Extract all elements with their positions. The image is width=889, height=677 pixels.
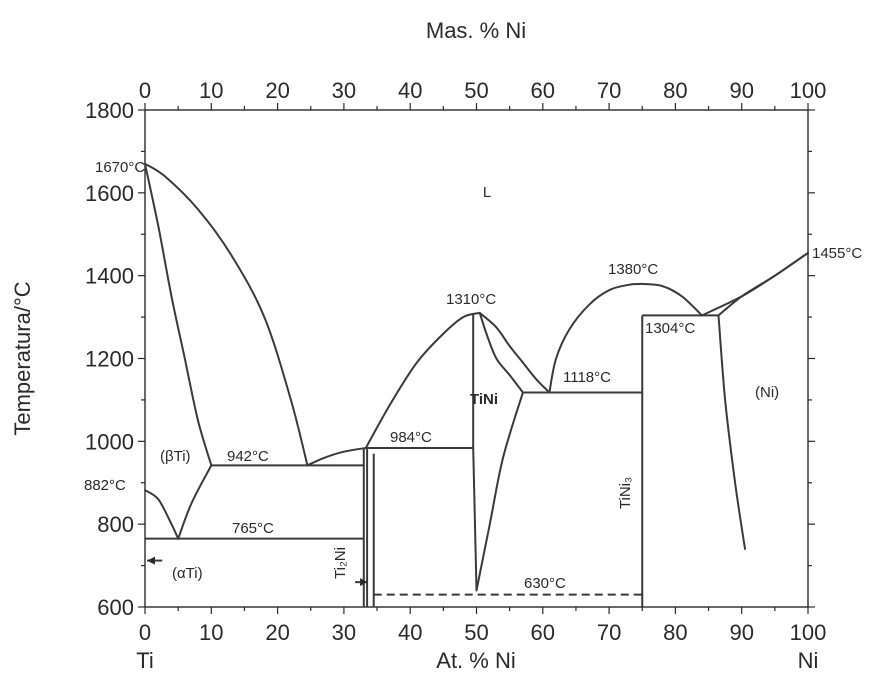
curve-solidus-beta-ti	[144, 162, 213, 467]
x-tick-label-bottom: 20	[265, 620, 289, 645]
label-t942: 942°C	[227, 448, 269, 465]
x-axis-title-bottom: At. % Ni	[436, 648, 515, 673]
x-tick-label-top: 10	[199, 78, 223, 103]
y-axis-title: Temperatura/°C	[10, 281, 35, 435]
curve-liquidus-tini3-left	[548, 282, 644, 394]
y-tick-label: 1400	[85, 264, 134, 289]
element-label-ti: Ti	[136, 648, 154, 673]
x-tick-label-top: 50	[464, 78, 488, 103]
x-tick-label-top: 20	[265, 78, 289, 103]
label-liquid: L	[483, 184, 491, 201]
x-tick-label-bottom: 80	[663, 620, 687, 645]
label-ni-phase: (Ni)	[755, 384, 779, 401]
curve-liquidus-tini-right	[478, 311, 551, 394]
x-axis-title-top: Mas. % Ni	[426, 18, 526, 43]
label-t1118: 1118°C	[563, 369, 611, 386]
x-tick-label-bottom: 0	[139, 620, 151, 645]
y-tick-label: 1600	[85, 181, 134, 206]
curve-liquidus-ti2ni	[306, 447, 367, 467]
phase-curves	[144, 162, 809, 607]
axes: 0 0 10 10 20 20 30 30 40 40 50 50 60 60 70 70 80 80 90 90 10…	[10, 18, 826, 673]
curve-beta-transus	[144, 489, 180, 540]
label-ti2ni: Ti₂Ni	[332, 547, 349, 579]
label-t1670: 1670°C	[95, 159, 145, 176]
curve-solidus-tini-right	[478, 311, 524, 394]
curve-solidus-ni	[717, 251, 809, 317]
y-tick-label: 1000	[85, 429, 134, 454]
alpha-ti-arrow-head	[147, 556, 155, 565]
curve-tini-solvus-right	[475, 391, 524, 592]
x-tick-label-bottom: 90	[729, 620, 753, 645]
label-t1304: 1304°C	[645, 320, 695, 337]
element-label-ni: Ni	[798, 648, 819, 673]
label-t1310: 1310°C	[446, 291, 496, 308]
curve-beta-solvus	[177, 464, 213, 540]
label-alpha-ti: (αTi)	[172, 565, 203, 582]
label-tini3: TiNi₃	[617, 477, 634, 509]
label-t984: 984°C	[390, 429, 432, 446]
x-tick-label-bottom: 10	[199, 620, 223, 645]
curve-ni-solvus	[717, 314, 746, 550]
label-t1455: 1455°C	[812, 245, 862, 262]
x-tick-label-top: 70	[597, 78, 621, 103]
x-tick-label-bottom: 40	[398, 620, 422, 645]
x-tick-label-top: 40	[398, 78, 422, 103]
label-t1380: 1380°C	[608, 261, 658, 278]
x-tick-label-top: 100	[790, 78, 827, 103]
x-tick-label-bottom: 30	[332, 620, 356, 645]
x-tick-label-top: 90	[729, 78, 753, 103]
ti2ni-arrow-head	[360, 578, 368, 587]
label-beta-ti: (βTi)	[160, 448, 191, 465]
curve-liquidus-ti-rich	[144, 162, 309, 467]
annotations: 1670°C 1455°C 1380°C 1310°C 1304°C 1118°C 984°…	[84, 159, 862, 592]
y-tick-label: 1800	[85, 98, 134, 123]
y-tick-label: 600	[97, 595, 134, 620]
x-tick-label-top: 80	[663, 78, 687, 103]
x-tick-label-bottom: 60	[531, 620, 555, 645]
curve-liquidus-tini3-right	[641, 282, 703, 317]
curve-liquidus-tini-left	[364, 311, 481, 449]
label-tini: TiNi	[470, 391, 498, 408]
x-tick-label-top: 30	[332, 78, 356, 103]
x-tick-label-top: 0	[139, 78, 151, 103]
x-tick-label-bottom: 100	[790, 620, 827, 645]
y-tick-label: 1200	[85, 347, 134, 372]
x-tick-label-bottom: 70	[597, 620, 621, 645]
label-t630: 630°C	[524, 575, 566, 592]
curve-tini-solvus-left	[472, 447, 478, 592]
x-tick-label-bottom: 50	[464, 620, 488, 645]
x-tick-label-top: 60	[531, 78, 555, 103]
y-tick-label: 800	[97, 512, 134, 537]
label-t765: 765°C	[232, 520, 274, 537]
curve-liquidus-ni	[700, 251, 809, 317]
label-t882: 882°C	[84, 477, 126, 494]
